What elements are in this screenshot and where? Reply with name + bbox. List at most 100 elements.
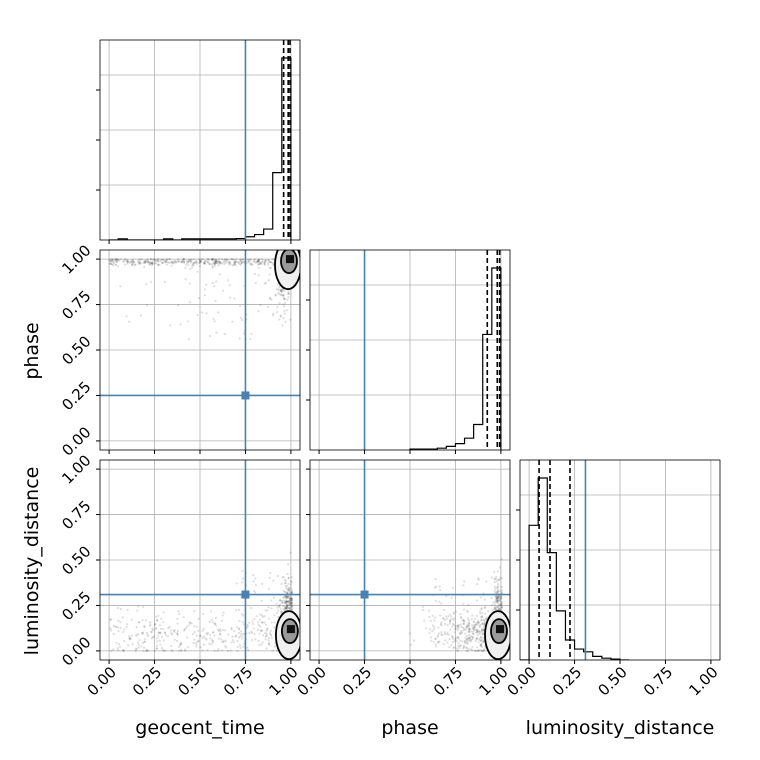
scatter-point — [215, 616, 218, 619]
scatter-point — [213, 285, 216, 288]
scatter-point — [478, 624, 481, 627]
scatter-point — [275, 602, 278, 605]
scatter-point — [471, 626, 474, 629]
scatter-point — [234, 261, 237, 264]
scatter-point — [175, 639, 179, 643]
scatter-point — [236, 649, 239, 653]
scatter-point — [290, 601, 293, 604]
scatter-point — [267, 259, 270, 262]
scatter-point — [429, 619, 432, 622]
scatter-point — [181, 259, 184, 262]
scatter-point — [251, 622, 255, 626]
scatter-point — [498, 599, 501, 602]
scatter-point — [214, 622, 217, 625]
scatter-point — [112, 260, 115, 264]
scatter-point — [148, 621, 152, 624]
scatter-point — [287, 606, 291, 610]
scatter-point — [188, 622, 192, 625]
scatter-point — [476, 630, 479, 633]
scatter-point — [241, 620, 244, 624]
scatter-point — [257, 623, 260, 627]
scatter-point — [287, 582, 290, 585]
scatter-point — [209, 637, 212, 640]
scatter-point — [477, 630, 480, 633]
scatter-point — [150, 263, 153, 267]
scatter-point — [139, 259, 142, 262]
scatter-point — [267, 261, 270, 264]
scatter-point — [479, 648, 482, 651]
scatter-point — [247, 261, 250, 264]
scatter-point — [491, 603, 494, 607]
scatter-point — [263, 261, 266, 264]
y-tick-label: 0.25 — [58, 378, 94, 414]
scatter-point — [117, 619, 120, 622]
scatter-point — [466, 623, 469, 627]
scatter-point — [283, 606, 286, 609]
scatter-point — [170, 629, 173, 632]
scatter-point — [219, 632, 222, 635]
scatter-point — [452, 612, 455, 615]
scatter-point — [143, 261, 146, 264]
scatter-point — [496, 591, 499, 594]
scatter-point — [257, 263, 260, 266]
scatter-point — [267, 639, 270, 642]
scatter-point — [201, 649, 204, 652]
scatter-point — [230, 626, 233, 630]
scatter-point — [286, 309, 289, 312]
scatter-point — [256, 259, 259, 262]
scatter-point — [186, 636, 189, 639]
scatter-point — [212, 630, 215, 634]
scatter-point — [141, 619, 144, 622]
scatter-point — [195, 625, 199, 628]
scatter-point — [443, 631, 446, 634]
scatter-point — [500, 609, 503, 612]
scatter-point — [155, 637, 159, 640]
scatter-point — [444, 632, 447, 635]
scatter-point — [214, 258, 218, 262]
scatter-point — [250, 639, 254, 642]
scatter-point — [494, 607, 497, 610]
scatter-point — [283, 599, 286, 602]
scatter-point — [495, 599, 498, 602]
scatter-point — [192, 264, 195, 267]
scatter-point — [458, 646, 461, 650]
scatter-point — [143, 640, 146, 643]
scatter-point — [288, 588, 291, 591]
scatter-point — [279, 607, 282, 610]
scatter-point — [478, 632, 481, 635]
scatter-point — [479, 612, 482, 615]
scatter-point — [482, 636, 485, 640]
scatter-point — [286, 588, 289, 591]
scatter-point — [273, 626, 276, 629]
y-tick-label: 1.00 — [58, 241, 94, 277]
scatter-point — [224, 260, 227, 263]
scatter-point — [478, 631, 481, 634]
scatter-point — [454, 625, 457, 628]
scatter-point — [203, 293, 206, 297]
scatter-point — [288, 589, 291, 592]
scatter-point — [274, 293, 277, 296]
scatter-point — [287, 586, 290, 589]
scatter-point — [500, 558, 503, 561]
scatter-point — [445, 617, 449, 620]
scatter-point — [482, 649, 486, 652]
scatter-point — [230, 641, 233, 644]
scatter-point — [466, 642, 469, 645]
scatter-point — [500, 596, 503, 599]
scatter-point — [476, 621, 479, 624]
scatter-point — [148, 262, 152, 265]
scatter-point — [480, 628, 484, 631]
scatter-point — [453, 640, 456, 643]
scatter-point — [460, 631, 463, 634]
scatter-point — [283, 582, 287, 585]
scatter-point — [264, 635, 268, 638]
scatter-point — [145, 649, 148, 653]
scatter-point — [477, 577, 480, 580]
scatter-point — [163, 649, 167, 653]
scatter-point — [217, 629, 220, 632]
scatter-point — [198, 265, 202, 268]
scatter-point — [195, 645, 198, 648]
scatter-point — [119, 257, 122, 261]
scatter-point — [123, 263, 127, 266]
scatter-point — [264, 281, 268, 284]
